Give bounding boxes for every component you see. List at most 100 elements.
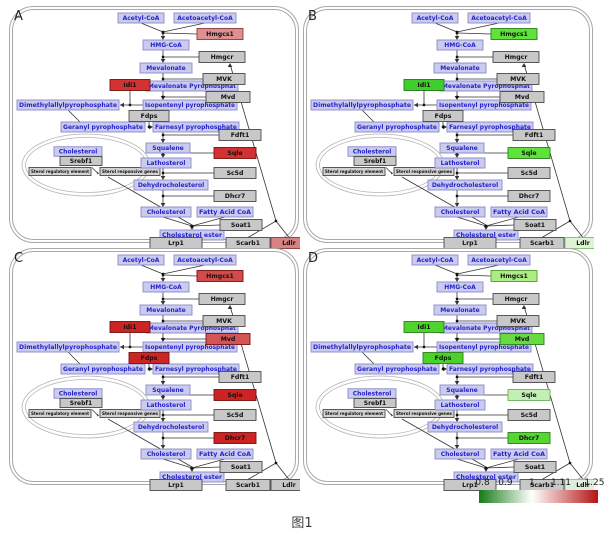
gene-box-MVK-rect [202, 315, 246, 327]
metabolite-box-lathosterol: Lathosterol [434, 399, 486, 411]
gene-box-Sqle: Sqle [507, 389, 551, 401]
metabolite-box-mevalonate: Mevalonate [433, 304, 487, 316]
metabolite-box-lathosterol-rect [434, 399, 486, 411]
gene-box-Mvd-rect [205, 91, 251, 103]
gene-box-Scarb1-label: Scarb1 [530, 482, 554, 489]
sterol-responsive-genes-box-label: Sterol responsive genes [102, 169, 158, 175]
metabolite-box-acetoacetylcoa: Acetoacetyl-CoA [467, 12, 531, 24]
metabolite-box-cholesterol-label: Cholesterol [441, 209, 480, 216]
metabolite-box-ipp: Isopentenyl pyrophosphate [436, 341, 532, 353]
junction-dot [147, 367, 151, 371]
arrowhead-left [120, 102, 124, 108]
gene-box-Hmgcs1-rect [490, 28, 538, 40]
metabolite-box-cholesterol: Cholesterol [140, 206, 192, 218]
metabolite-box-mevalonate-label: Mevalonate [440, 307, 479, 314]
gene-box-Fdps-rect [128, 352, 170, 364]
metabolite-box-squalene-rect [145, 142, 191, 154]
gene-box-Fdft1-rect [512, 371, 556, 383]
gene-box-Idi1-rect [403, 79, 445, 91]
metabolite-box-hmgcoa-rect [436, 281, 484, 293]
junction-dot [455, 95, 459, 99]
srebf1-box-label: Srebf1 [364, 158, 386, 165]
metabolite-box-ipp-rect [142, 99, 238, 111]
metabolite-box-acetoacetylcoa-label: Acetoacetyl-CoA [177, 15, 233, 22]
gene-box-Mvd: Mvd [205, 333, 251, 345]
sterol-regulatory-element-box: Sterol regulatory element [322, 167, 386, 176]
gene-box-Soat1: Soat1 [219, 461, 263, 473]
junction-dot [455, 436, 459, 440]
colorbar-gradient [479, 490, 598, 503]
gene-box-Hmgcr-label: Hmgcr [505, 296, 529, 303]
gene-box-Hmgcr-rect [492, 51, 540, 63]
metabolite-box-hmgcoa: HMG-CoA [436, 281, 484, 293]
arrowhead-down [454, 139, 460, 143]
junction-dot [161, 319, 165, 323]
srebf1-box-label: Srebf1 [70, 158, 92, 165]
pathway-line [485, 216, 520, 227]
gene-box-Fdft1: Fdft1 [512, 129, 556, 141]
metabolite-box-acetoacetylcoa-rect [467, 254, 531, 266]
arrowhead-down [454, 154, 460, 158]
metabolite-box-fpp: Farnesyl pyrophosphate [152, 363, 240, 375]
gene-box-Hmgcs1-label: Hmgcs1 [206, 273, 234, 280]
metabolite-box-dehydrocholesterol: Dehydrocholesterol [133, 179, 209, 191]
metabolite-box-dmapp: Dimethylallylpyrophosphate [16, 99, 120, 111]
metabolite-box-acetoacetylcoa-label: Acetoacetyl-CoA [471, 257, 527, 264]
gene-box-Ldlr-label: Ldlr [576, 482, 590, 489]
metabolite-box-fattyacidcoa: Fatty Acid CoA [490, 448, 548, 460]
metabolite-box-dmapp-rect [310, 341, 414, 353]
arrowhead-down [160, 203, 166, 207]
metabolite-box-ipp-label: Isopentenyl pyrophosphate [439, 102, 529, 109]
gene-box-Sc5d-label: Sc5d [227, 170, 244, 177]
gene-box-Idi1: Idi1 [109, 321, 151, 333]
colorbar-legend: 0.8 0.9 1 1.11 1.25 [475, 478, 604, 503]
gene-box-Sc5d: Sc5d [507, 409, 551, 421]
metabolite-box-acetoacetylcoa-label: Acetoacetyl-CoA [471, 15, 527, 22]
pathway-line [191, 466, 221, 469]
gene-box-Mvd-label: Mvd [221, 336, 236, 343]
colorbar-tick-1.11: 1.11 [550, 478, 571, 488]
junction-dot [455, 133, 459, 137]
junction-dot [190, 466, 194, 470]
junction-dot [147, 125, 151, 129]
arrowhead-down [454, 396, 460, 400]
metabolite-box-acetylcoa: Acetyl-CoA [117, 12, 165, 24]
metabolite-box-squalene-label: Squalene [152, 387, 183, 394]
metabolite-box-lathosterol-label: Lathosterol [147, 160, 186, 167]
sterol-responsive-genes-box: Sterol responsive genes [99, 167, 161, 176]
metabolite-box-squalene: Squalene [439, 142, 485, 154]
metabolite-box-acetoacetylcoa-rect [173, 12, 237, 24]
metabolite-box-fpp-rect [446, 121, 534, 133]
junction-dot [161, 337, 165, 341]
metabolite-box-mevalonate: Mevalonate [433, 62, 487, 74]
metabolite-box-fattyacidcoa-label: Fatty Acid CoA [199, 451, 251, 458]
gene-box-Fdps-rect [422, 352, 464, 364]
colorbar-tick-labels: 0.8 0.9 1 1.11 1.25 [475, 478, 604, 489]
gene-box-Fdps: Fdps [422, 110, 464, 122]
metabolite-box-mevalonate-label: Mevalonate [440, 65, 479, 72]
pathway-line [140, 22, 164, 33]
gene-box-MVK-rect [496, 315, 540, 327]
gene-box-Sc5d-rect [507, 409, 551, 421]
gene-box-Ldlr-label: Ldlr [282, 482, 296, 489]
gene-box-Scarb1: Scarb1 [225, 479, 271, 491]
gene-box-Fdps: Fdps [422, 352, 464, 364]
srebf1-box-rect [353, 398, 397, 408]
pathway-line [456, 22, 500, 33]
metabolite-box-mevalonate-rect [433, 62, 487, 74]
gene-box-Soat1-rect [513, 461, 557, 473]
sterol-regulatory-element-box-label: Sterol regulatory element [325, 411, 383, 417]
metabolite-box-gpp-label: Geranyl pyrophosphate [63, 366, 143, 373]
arrowhead-left [120, 344, 124, 350]
gene-box-MVK-label: MVK [510, 318, 526, 325]
arrowhead-down [160, 36, 166, 40]
pathway-line [162, 32, 198, 35]
regulation-cholesterol-box: Cholesterol [53, 146, 103, 157]
metabolite-box-fpp-label: Farnesyl pyrophosphate [449, 124, 531, 131]
metabolite-box-squalene-label: Squalene [446, 387, 477, 394]
gene-box-Dhcr7: Dhcr7 [213, 432, 257, 444]
junction-dot [455, 273, 459, 277]
gene-box-Fdft1: Fdft1 [218, 371, 262, 383]
gene-box-Hmgcs1-rect [196, 28, 244, 40]
